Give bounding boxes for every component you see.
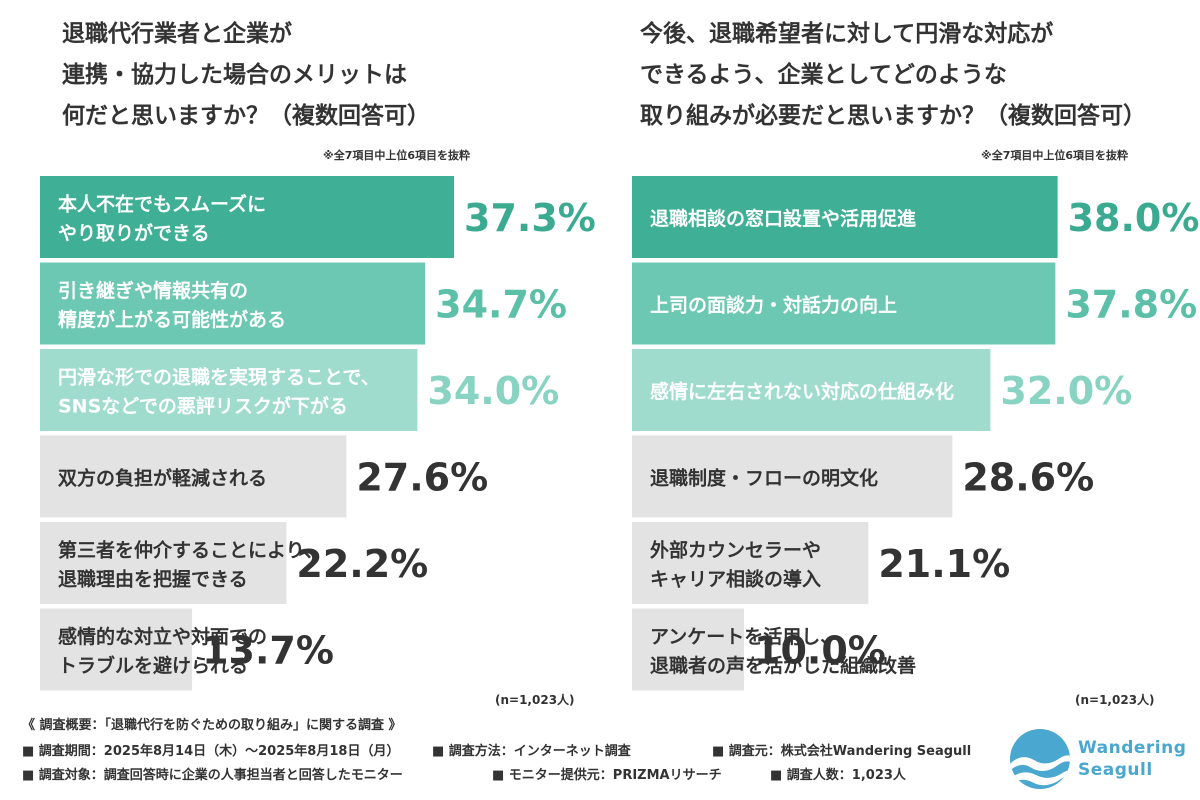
- bar-label-0-5-1: トラブルを避けられる: [58, 654, 248, 677]
- value-label-1-2: 32.0%: [1000, 369, 1132, 413]
- bar-label-1-1-0: 上司の面談力・対話力の向上: [650, 294, 897, 317]
- bar-label-0-1-1: 精度が上がる可能性がある: [58, 308, 286, 331]
- value-label-0-1: 34.7%: [435, 283, 567, 327]
- value-label-0-3: 27.6%: [356, 456, 488, 500]
- bar-0-0: [40, 176, 455, 258]
- right-title-line-2: できるよう、企業としてどのような: [640, 62, 1007, 88]
- value-label-0-4: 22.2%: [296, 542, 428, 586]
- survey-target: ■ 調査対象：調査回答時に企業の人事担当者と回答したモニター: [22, 768, 403, 783]
- left-title-line-3: 何だと思いますか？（複数回答可）: [62, 103, 430, 129]
- bar-1-5: [632, 608, 744, 691]
- value-label-1-1: 37.8%: [1065, 283, 1197, 327]
- survey-method: ■ 調査方法：インターネット調査: [432, 744, 631, 759]
- bar-label-1-4-1: キャリア相談の導入: [650, 568, 821, 591]
- bar-label-0-1-0: 引き継ぎや情報共有の: [58, 279, 248, 302]
- bar-0-2: [40, 349, 418, 431]
- survey-period: ■ 調査期間：2025年8月14日（木）〜2025年8月18日（月）: [22, 744, 400, 759]
- bar-1-0: [632, 176, 1058, 258]
- bar-label-0-4-0: 第三者を仲介することにより、: [58, 539, 323, 562]
- bar-0-5: [40, 608, 193, 691]
- value-label-0-2: 34.0%: [427, 369, 559, 413]
- right-chart-title: 今後、退職希望者に対して円滑な対応が できるよう、企業としてどのような 取り組み…: [640, 14, 1146, 137]
- bar-1-1: [632, 262, 1056, 345]
- survey-count: ■ 調査人数：1,023人: [770, 768, 906, 783]
- bar-label-0-2-1: SNSなどでの悪評リスクが下がる: [58, 395, 348, 418]
- right-sample-size: (n=1,023人): [1075, 693, 1155, 707]
- bar-1-2: [632, 349, 991, 431]
- value-label-1-5: 10.0%: [754, 629, 886, 673]
- value-label-0-0: 37.3%: [464, 196, 596, 240]
- bar-label-1-3-0: 退職制度・フローの明文化: [650, 467, 878, 490]
- left-title-line-1: 退職代行業者と企業が: [62, 21, 292, 47]
- left-sample-size: (n=1,023人): [495, 693, 575, 707]
- right-chart-note: ※全7項目中上位6項目を抜粋: [981, 149, 1129, 162]
- right-title-line-1: 今後、退職希望者に対して円滑な対応が: [640, 21, 1054, 47]
- wave-circle-icon: [1010, 729, 1070, 789]
- value-label-0-5: 13.7%: [202, 629, 334, 673]
- right-bar-chart: 退職相談の窓口設置や活用促進 38.0% 上司の面談力・対話力の向上 37.8% 感情に…: [632, 176, 1199, 691]
- value-label-1-4: 21.1%: [878, 542, 1010, 586]
- bar-1-3: [632, 435, 953, 518]
- right-title-line-3: 取り組みが必要だと思いますか？（複数回答可）: [640, 103, 1146, 129]
- monitor-provider: ■ モニター提供元：PRIZMAリサーチ: [492, 768, 722, 783]
- bar-label-0-4-1: 退職理由を把握できる: [58, 568, 248, 591]
- logo-text-line-2: Seagull: [1078, 760, 1153, 780]
- left-chart-note: ※全7項目中上位6項目を抜粋: [323, 149, 471, 162]
- value-label-1-3: 28.6%: [962, 456, 1094, 500]
- survey-title: 《 調査概要：「退職代行を防ぐための取り組み」に関する調査 》: [22, 718, 402, 733]
- survey-source: ■ 調査元：株式会社Wandering Seagull: [712, 744, 972, 759]
- bar-label-1-4-0: 外部カウンセラーや: [650, 539, 821, 562]
- bar-0-1: [40, 262, 426, 345]
- bar-label-0-5-0: 感情的な対立や対面での: [58, 625, 267, 648]
- bar-label-1-2-0: 感情に左右されない対応の仕組み化: [650, 380, 954, 403]
- value-label-1-0: 38.0%: [1068, 196, 1200, 240]
- bar-label-0-0-1: やり取りができる: [58, 222, 210, 245]
- left-chart-title: 退職代行業者と企業が 連携・協力した場合のメリットは 何だと思いますか？（複数回…: [62, 14, 430, 137]
- bar-label-1-5-1: 退職者の声を活かした組織改善: [650, 654, 916, 677]
- bar-label-1-5-0: アンケートを活用し、: [650, 625, 839, 648]
- bar-0-4: [40, 522, 287, 604]
- bar-label-0-2-0: 円滑な形での退職を実現することで、: [58, 366, 380, 389]
- bar-label-0-0-0: 本人不在でもスムーズに: [58, 193, 266, 216]
- bar-0-3: [40, 435, 347, 518]
- bar-label-0-3-0: 双方の負担が軽減される: [58, 467, 267, 490]
- logo-text-line-1: Wandering: [1078, 738, 1187, 758]
- bar-1-4: [632, 522, 869, 604]
- left-title-line-2: 連携・協力した場合のメリットは: [62, 62, 407, 88]
- bar-label-1-0-0: 退職相談の窓口設置や活用促進: [650, 207, 916, 230]
